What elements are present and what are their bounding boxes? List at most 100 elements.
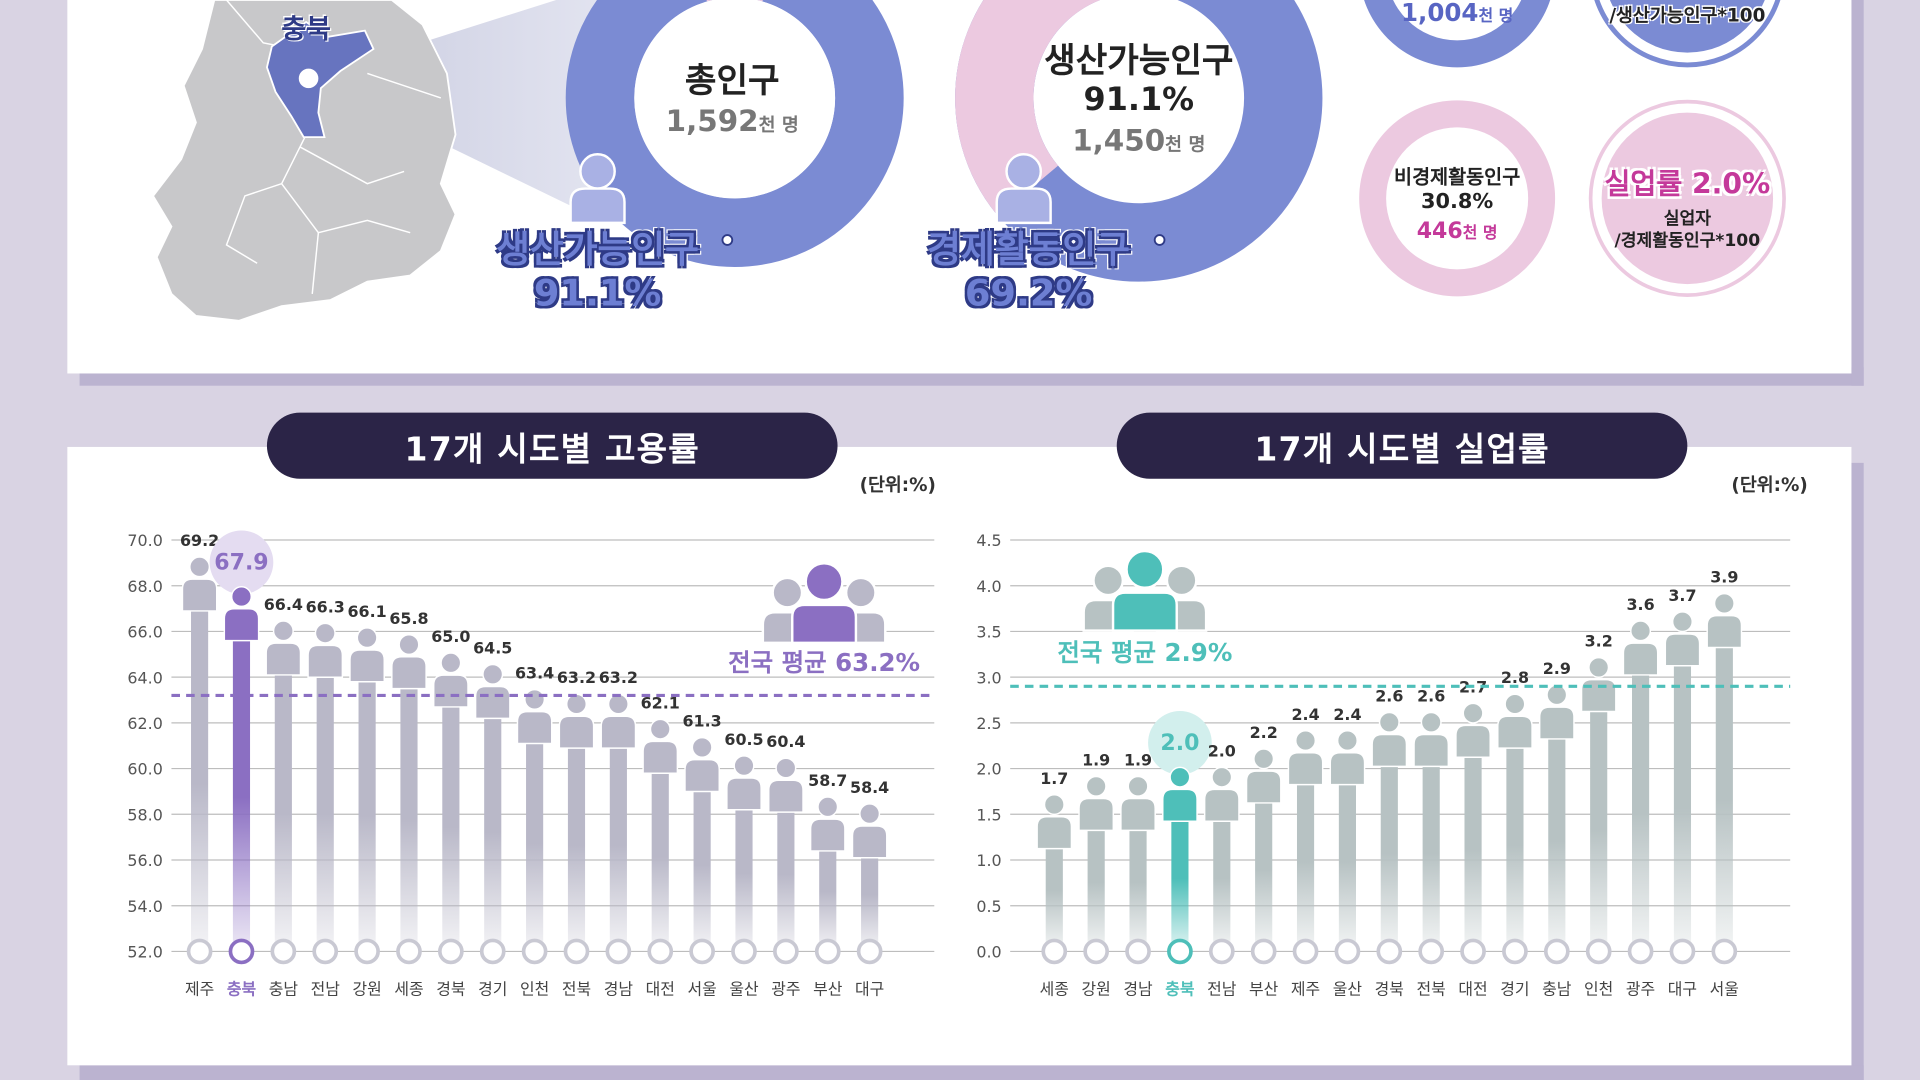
- category-label: 대구: [1668, 979, 1697, 998]
- person-head: [1630, 620, 1652, 642]
- baseline-marker: [438, 938, 464, 965]
- people-group-icon: [761, 562, 887, 645]
- person-body: [851, 825, 888, 859]
- bar-figure-충북: 67.9 충북: [209, 530, 274, 998]
- baseline-marker: [1627, 938, 1654, 965]
- person-head: [314, 622, 336, 644]
- value-label: 65.0: [431, 627, 470, 646]
- y-tick-label: 52.0: [127, 943, 162, 962]
- y-tick-label: 4.0: [976, 577, 1001, 596]
- baseline-marker: [396, 938, 422, 965]
- unemployment-chart-title: 17개 시도별 실업률: [1116, 412, 1688, 479]
- baseline-marker: [479, 938, 506, 965]
- bar-figure-세종: 65.8 세종: [389, 609, 428, 999]
- value-label: 64.5: [473, 638, 512, 657]
- average-label: 전국 평균 2.9%: [1057, 638, 1232, 667]
- y-tick-label: 68.0: [127, 577, 162, 596]
- y-tick-label: 66.0: [127, 623, 162, 642]
- person-head: [1253, 748, 1275, 770]
- baseline-marker: [1460, 938, 1486, 965]
- bar-figure-경북: 65.0 경북: [431, 627, 470, 998]
- person-body: [516, 710, 553, 745]
- person-head: [1085, 775, 1107, 797]
- value-label: 62.1: [641, 693, 680, 712]
- korea-map: [151, 0, 457, 322]
- bar-column: [1422, 734, 1440, 952]
- inactive-percent: 30.8%: [1421, 189, 1494, 215]
- value-label: 65.8: [389, 609, 428, 628]
- bar-column: [1673, 633, 1692, 952]
- bar-figure-대구: 58.4 대구: [850, 778, 889, 998]
- donut-working-percent: 91.1%: [1083, 82, 1195, 119]
- value-label: 66.3: [306, 597, 345, 616]
- bar-figure-대구: 3.7 대구: [1664, 586, 1701, 998]
- people-group-icon: [1082, 549, 1208, 632]
- baseline-marker: [270, 938, 297, 965]
- bar-column: [1129, 798, 1147, 952]
- donut-working-title: 생산가능인구: [1044, 40, 1234, 81]
- baseline-marker: [521, 938, 548, 965]
- person-head: [189, 556, 211, 578]
- person-body: [1580, 678, 1617, 713]
- bar-column: [567, 716, 586, 952]
- baseline-marker: [563, 938, 590, 965]
- person-body: [768, 779, 804, 813]
- category-label: 제주: [1291, 979, 1320, 998]
- location-marker: [296, 66, 321, 91]
- circle-inactive: [1359, 100, 1556, 297]
- bar-column: [1632, 643, 1650, 952]
- bar-column: [1548, 707, 1566, 952]
- category-label: 충북: [227, 979, 257, 998]
- bar-column: [274, 643, 292, 952]
- active-percent: 69.2%: [964, 272, 1093, 316]
- category-label: 전남: [1207, 979, 1237, 998]
- value-label: 3.9: [1710, 568, 1738, 587]
- category-label: 세종: [1040, 979, 1069, 998]
- head: [771, 576, 804, 609]
- bar-figure-강원: 1.9 강원: [1078, 750, 1115, 998]
- person-head: [1169, 766, 1191, 788]
- person-head: [1211, 766, 1233, 788]
- bar-column: [693, 759, 711, 952]
- bar-figure-부산: 2.2 부산: [1245, 723, 1282, 998]
- person-head: [1420, 711, 1442, 733]
- value: 1,004: [1400, 0, 1479, 27]
- bar-figure-인천: 3.2 인천: [1580, 632, 1617, 998]
- donut-total-title: 총인구: [684, 60, 780, 101]
- baseline-marker: [1208, 938, 1235, 965]
- unemployment-unit-label: (단위:%): [1731, 473, 1808, 496]
- baseline-marker: [689, 938, 715, 965]
- y-tick-label: 0.0: [976, 943, 1001, 962]
- unit: 천 명: [1462, 224, 1498, 244]
- category-label: 대구: [855, 979, 884, 998]
- bar-figure-강원: 66.1 강원: [347, 602, 386, 998]
- person-head: [398, 634, 420, 656]
- bar-figure-전북: 63.2 전북: [557, 668, 596, 998]
- bar-figure-울산: 2.4 울산: [1329, 705, 1366, 998]
- baseline-marker: [1376, 938, 1403, 965]
- value-label: 58.7: [808, 771, 847, 790]
- y-tick-label: 2.5: [976, 714, 1001, 733]
- baseline-marker: [856, 938, 883, 965]
- bar-figure-광주: 60.4 광주: [766, 732, 805, 998]
- person-head: [1127, 775, 1149, 797]
- circle-employed: [1364, 0, 1551, 68]
- bullet-dot: [1153, 234, 1166, 246]
- working-age-percent: 91.1%: [533, 272, 662, 316]
- value-label: 3.7: [1668, 586, 1696, 605]
- person-icon: [995, 153, 1052, 225]
- donut-working-value: 1,450천 명: [1072, 124, 1205, 158]
- y-tick-label: 64.0: [127, 668, 162, 687]
- category-label: 부산: [1249, 979, 1279, 998]
- head: [1092, 564, 1125, 597]
- y-tick-label: 70.0: [127, 531, 162, 550]
- baseline-marker: [605, 938, 632, 965]
- baseline-marker: [773, 938, 799, 965]
- y-tick-label: 54.0: [127, 897, 162, 916]
- person-body: [726, 777, 762, 811]
- employed-value: 1,004천 명: [1401, 0, 1513, 27]
- baseline-marker: [814, 938, 841, 965]
- bar-figure-제주: 2.4 제주: [1287, 705, 1324, 998]
